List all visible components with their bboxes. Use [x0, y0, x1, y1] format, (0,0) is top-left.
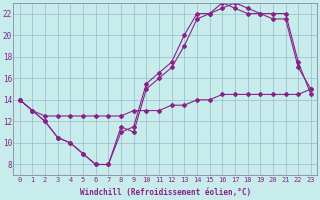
X-axis label: Windchill (Refroidissement éolien,°C): Windchill (Refroidissement éolien,°C) [80, 188, 251, 197]
